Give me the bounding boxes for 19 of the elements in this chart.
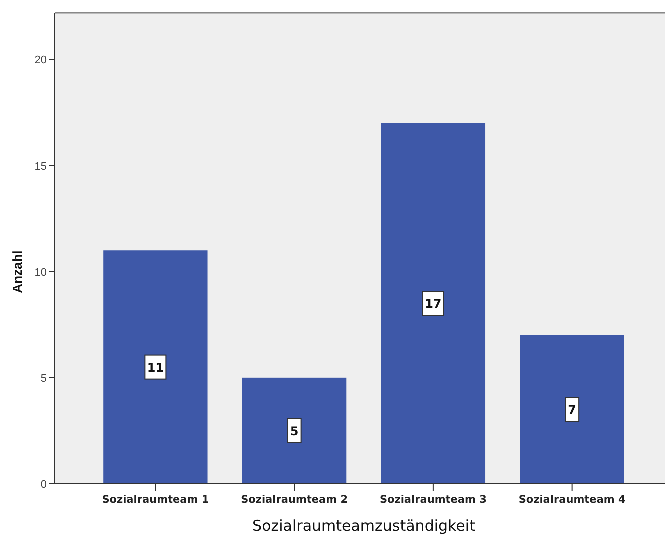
y-tick-label: 5 [40,372,47,385]
y-tick-label: 15 [34,160,47,173]
bar [520,335,624,484]
y-tick-label: 0 [40,479,47,491]
data-label: 7 [568,403,576,418]
data-label: 5 [290,424,299,438]
x-axis-title: Sozialraumteamzuständigkeit [252,517,476,535]
x-tick-label: Sozialraumteam 4 [518,494,626,506]
bar [381,123,486,484]
y-tick-label: 10 [34,266,47,279]
bar [104,250,208,484]
y-tick-label: 20 [34,54,47,67]
y-axis-title: Anzahl [10,250,25,294]
x-tick-label: Sozialraumteam 2 [241,494,348,506]
bar [242,378,347,484]
data-label: 11 [147,360,164,375]
x-tick-label: Sozialraumteam 1 [102,494,210,506]
x-tick-label: Sozialraumteam 3 [380,494,487,506]
data-label: 17 [425,297,442,312]
